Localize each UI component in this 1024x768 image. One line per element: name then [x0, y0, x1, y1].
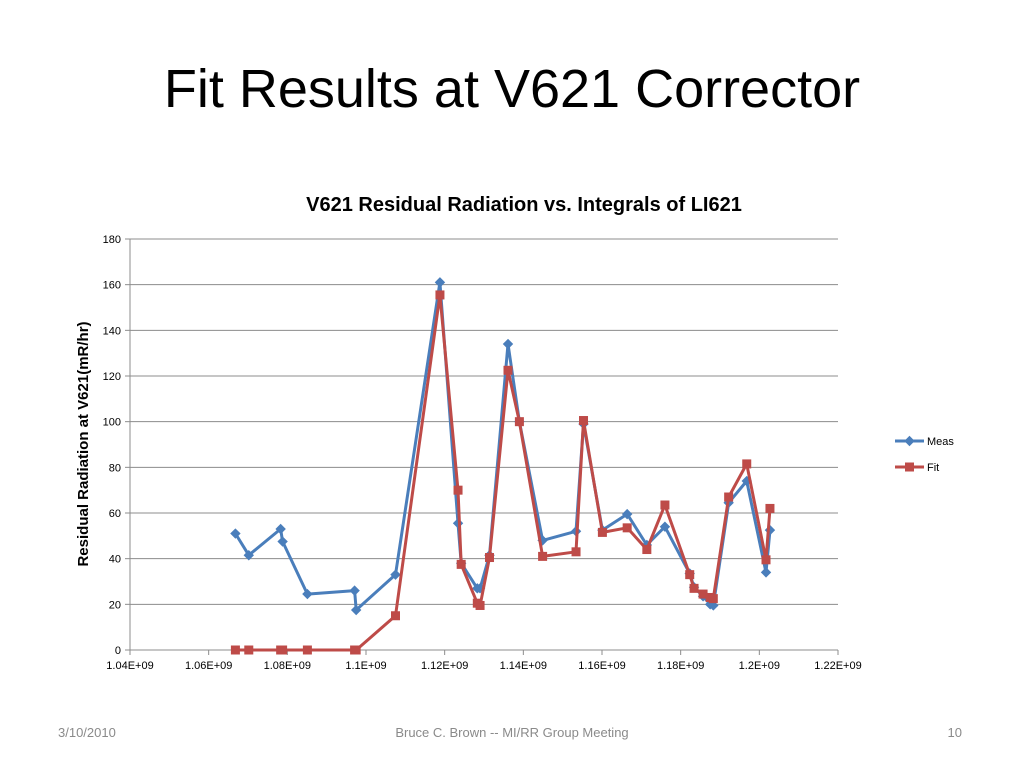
data-point-meas	[302, 588, 313, 600]
data-point-fit	[660, 500, 670, 510]
y-tick-label: 20	[109, 599, 121, 611]
data-point-fit	[685, 570, 695, 580]
x-tick-label: 1.08E+09	[264, 660, 311, 672]
series-group	[230, 277, 776, 655]
data-point-fit	[708, 594, 718, 604]
data-point-fit	[456, 559, 466, 569]
data-point-fit	[435, 290, 445, 300]
data-point-meas	[350, 604, 362, 616]
data-point-meas	[230, 528, 241, 539]
legend-marker-meas	[904, 435, 915, 447]
data-point-fit	[597, 527, 607, 537]
legend-marker-fit	[905, 462, 914, 472]
x-tick-label: 1.1E+09	[345, 660, 386, 672]
data-point-meas	[349, 585, 360, 596]
slide-title: Fit Results at V621 Corrector	[163, 59, 861, 119]
data-point-fit	[689, 583, 699, 593]
y-tick-label: 40	[109, 554, 121, 566]
y-tick-label: 180	[103, 234, 121, 246]
data-point-fit	[485, 553, 495, 563]
data-point-fit	[538, 551, 548, 561]
data-point-meas	[708, 600, 719, 611]
footer-page-number: 10	[947, 725, 962, 740]
grid-lines	[130, 238, 838, 605]
data-point-fit	[230, 645, 240, 655]
data-point-fit	[642, 545, 652, 555]
legend-label-meas: Meas	[927, 436, 954, 448]
data-point-fit	[391, 611, 400, 621]
data-point-fit	[514, 417, 524, 427]
footer-presenter: Bruce C. Brown -- MI/RR Group Meeting	[395, 725, 629, 740]
series-line-meas	[234, 280, 772, 612]
y-tick-label: 140	[103, 325, 121, 337]
footer-date: 3/10/2010	[58, 725, 116, 740]
series-fit	[230, 290, 775, 655]
y-tick-label: 60	[109, 508, 121, 520]
data-point-fit	[765, 503, 775, 513]
y-tick-label: 100	[103, 417, 121, 429]
x-tick-label: 1.16E+09	[578, 660, 625, 672]
y-axis-title: Residual Radiation at V621(mR/hr)	[75, 321, 92, 566]
chart-title: V621 Residual Radiation vs. Integrals of…	[306, 194, 742, 216]
data-point-meas	[277, 536, 288, 547]
data-point-meas	[502, 338, 514, 350]
data-point-fit	[475, 600, 485, 610]
x-tick-label: 1.18E+09	[657, 660, 704, 672]
x-tick-label: 1.12E+09	[421, 660, 468, 672]
x-tick-label: 1.04E+09	[106, 660, 153, 672]
data-point-fit	[579, 416, 589, 426]
data-point-fit	[503, 365, 513, 375]
data-point-meas	[243, 550, 254, 561]
data-point-meas	[434, 277, 446, 288]
data-point-fit	[571, 547, 581, 557]
series-line-fit	[235, 293, 772, 652]
data-point-fit	[761, 555, 771, 565]
data-point-fit	[278, 645, 288, 655]
legend: Meas Fit	[895, 435, 954, 474]
data-point-meas	[275, 523, 286, 535]
data-point-fit	[622, 523, 632, 533]
x-tick-label: 1.22E+09	[814, 660, 861, 672]
y-tick-label: 80	[109, 462, 121, 474]
data-point-fit	[244, 645, 254, 655]
x-tick-label: 1.06E+09	[185, 660, 232, 672]
y-tick-label: 160	[103, 280, 121, 292]
x-tick-label: 1.14E+09	[500, 660, 547, 672]
x-tick-label: 1.2E+09	[739, 660, 780, 672]
legend-label-fit: Fit	[927, 462, 939, 474]
data-point-fit	[453, 485, 463, 495]
data-point-meas	[760, 567, 772, 578]
data-point-meas	[621, 508, 633, 520]
data-point-meas	[390, 569, 401, 580]
y-tick-label: 120	[103, 371, 121, 383]
y-tick-label: 0	[115, 645, 121, 657]
series-meas	[230, 277, 776, 616]
data-point-fit	[302, 645, 312, 655]
data-point-meas	[659, 521, 671, 532]
data-point-fit	[742, 459, 752, 469]
data-point-fit	[724, 492, 734, 502]
data-point-fit	[351, 645, 361, 655]
tick-labels: 0 20 40 60 80 100 120 140 160 180 1.04E+09 1.06E+09…	[103, 234, 862, 672]
